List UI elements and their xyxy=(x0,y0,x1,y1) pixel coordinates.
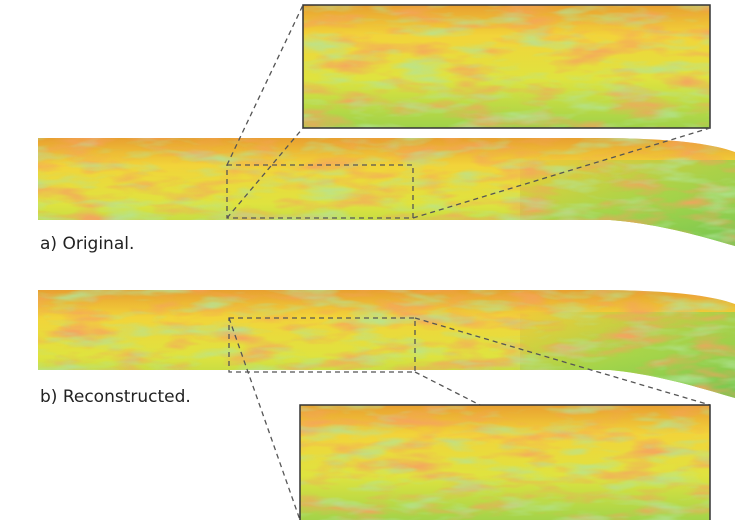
figure: a) Original. b) Reconstructed. xyxy=(0,0,741,520)
panel-label: a) Original. xyxy=(40,234,134,254)
panel-label: b) Reconstructed. xyxy=(40,387,191,407)
flow-original xyxy=(38,138,740,250)
flow-reconstructed xyxy=(38,290,740,402)
zoom-reconstructed xyxy=(300,405,710,520)
zoom-line xyxy=(415,372,480,405)
zoom-original xyxy=(303,5,710,128)
